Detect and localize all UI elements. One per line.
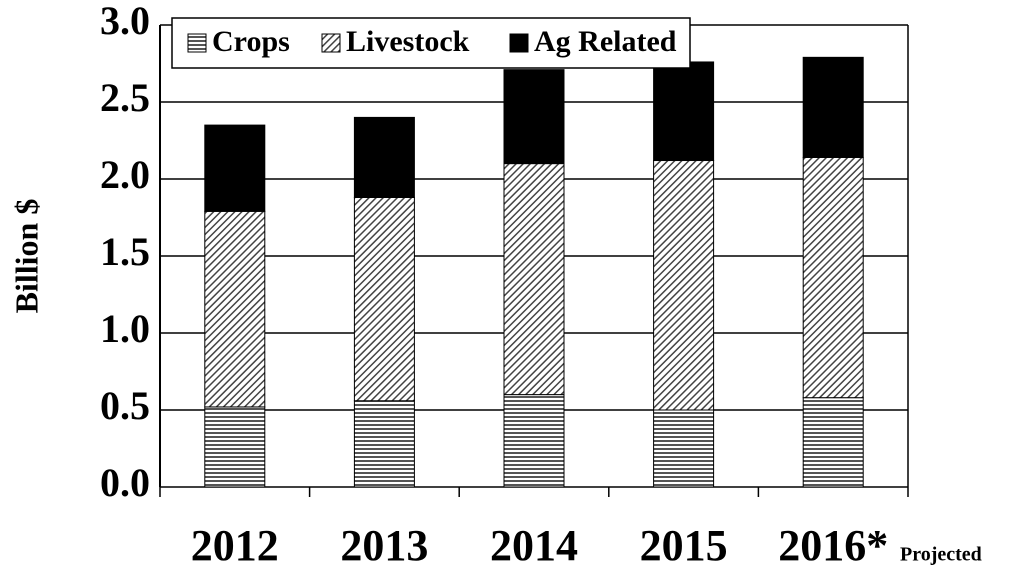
bar-segment: [204, 124, 266, 212]
bar-segment: [204, 210, 266, 408]
legend-label: Ag Related: [534, 25, 677, 58]
x-tick-label: 2013: [340, 521, 428, 570]
legend-label: Crops: [212, 25, 290, 58]
x-tick-label: 2015: [640, 521, 728, 570]
bar-segment: [204, 406, 266, 488]
x-tick-label: 2012: [191, 521, 279, 570]
bar-segment: [802, 56, 864, 158]
bar-segment: [653, 409, 715, 488]
bar-segment: [802, 397, 864, 488]
bar-segment: [503, 69, 565, 165]
legend-swatch: [187, 33, 207, 53]
bar-segment: [353, 116, 415, 198]
bar-segment: [353, 196, 415, 402]
y-tick-label: 1.5: [100, 229, 150, 274]
bar-segment: [653, 61, 715, 162]
legend-swatch: [321, 33, 341, 53]
x-tick-label: 2016*: [778, 521, 888, 570]
annotation: Projected: [900, 544, 982, 566]
y-axis-label: Billion $: [8, 199, 44, 314]
y-tick-label: 2.5: [100, 75, 150, 120]
y-tick-label: 0.0: [100, 460, 150, 505]
x-tick-label: 2014: [490, 521, 578, 570]
bar-segment: [353, 400, 415, 488]
y-tick-label: 0.5: [100, 383, 150, 428]
y-tick-label: 2.0: [100, 152, 150, 197]
bar-segment: [503, 394, 565, 488]
y-tick-label: 3.0: [100, 0, 150, 43]
bar-segment: [802, 156, 864, 399]
legend-swatch: [509, 33, 529, 53]
legend-box: [171, 17, 691, 69]
bar-segment: [653, 160, 715, 411]
y-tick-label: 1.0: [100, 306, 150, 351]
bar-segment: [503, 163, 565, 396]
legend-label: Livestock: [346, 25, 470, 58]
